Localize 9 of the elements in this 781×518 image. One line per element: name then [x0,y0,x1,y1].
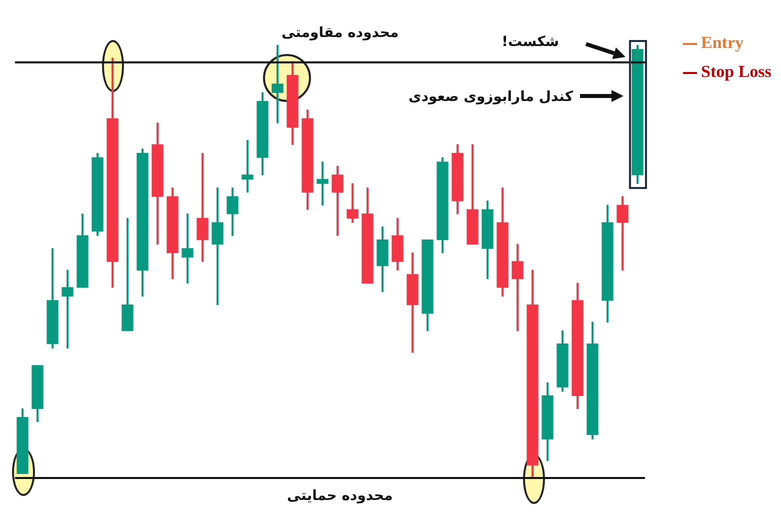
annotation: کندل مارابوزوی صعودی [408,88,573,106]
candlestick [62,270,74,348]
candlestick [242,140,254,193]
ref-line-label: محدوده حمایتی [287,487,393,505]
ref-line-label: محدوده مقاومتی [282,24,399,42]
annotation: شکست! [502,33,559,51]
text: Entry [701,33,744,53]
text: Stop Loss [701,62,772,82]
candlestick [316,162,328,206]
